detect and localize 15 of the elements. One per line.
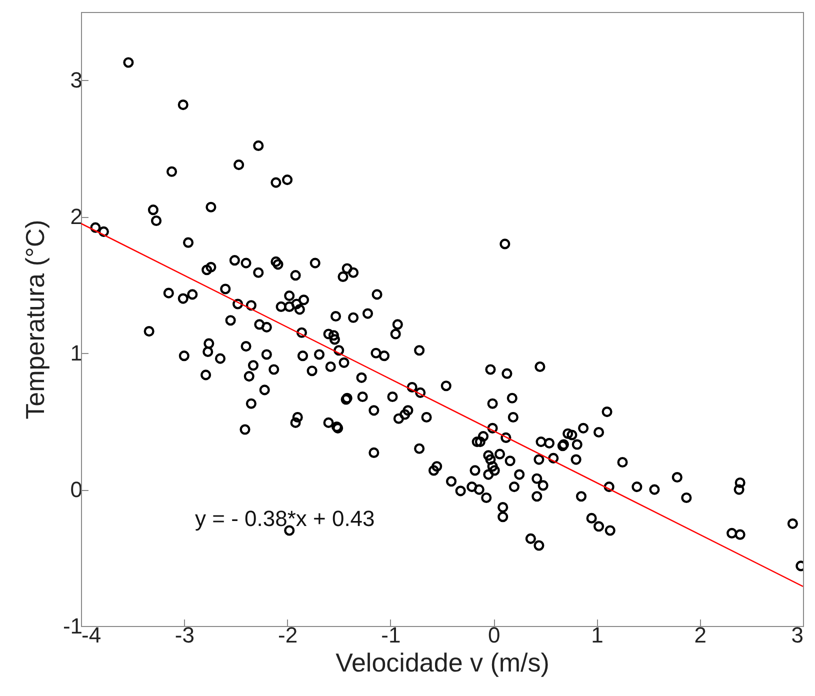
- x-tick-label: -3: [174, 622, 194, 648]
- y-tick-label: 0: [70, 477, 82, 502]
- x-axis-title: Velocidade v (m/s): [336, 648, 550, 678]
- y-axis-title: Temperatura (°C): [20, 220, 50, 420]
- annotation: y = - 0.38*x + 0.43: [195, 506, 375, 531]
- x-tick-label: 2: [694, 622, 706, 648]
- x-tick-label: -2: [278, 622, 298, 648]
- x-tick-label: -1: [381, 622, 401, 648]
- y-tick-label: 3: [70, 68, 82, 93]
- x-tick-label: -4: [82, 622, 102, 648]
- x-tick-label: 1: [591, 622, 604, 648]
- y-tick-label: 2: [70, 204, 82, 230]
- x-tick-label: 0: [488, 622, 500, 648]
- x-tick-label: 3: [791, 622, 804, 648]
- y-tick-label: 1: [70, 340, 82, 366]
